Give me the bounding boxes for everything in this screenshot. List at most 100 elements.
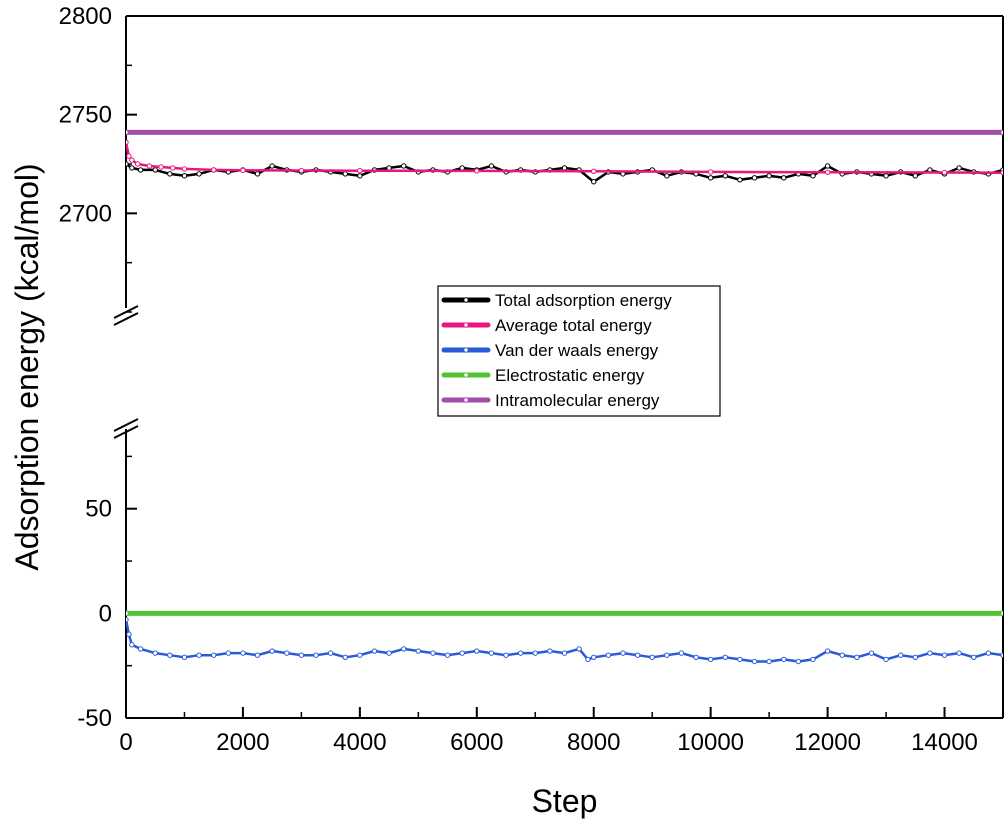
data-point-total-adsorption-energy [781, 175, 787, 181]
legend-label-intramolecular-energy: Intramolecular energy [495, 391, 660, 410]
axis-break-mark-1b [113, 312, 139, 326]
data-point-van-der-waals-energy [561, 650, 568, 656]
x-tick-label: 4000 [333, 729, 386, 756]
x-tick-label: 2000 [216, 729, 269, 756]
y-tick-label: -50 [77, 705, 112, 732]
data-point-van-der-waals-energy [839, 652, 845, 658]
data-point-total-adsorption-energy [137, 167, 144, 173]
data-point-van-der-waals-energy [897, 652, 904, 658]
y-tick-label: 2750 [59, 102, 112, 129]
data-point-van-der-waals-energy [152, 650, 158, 656]
data-point-van-der-waals-energy [327, 650, 334, 656]
data-point-van-der-waals-energy [649, 654, 655, 661]
data-point-total-adsorption-energy [561, 165, 568, 171]
data-point-van-der-waals-energy [126, 631, 132, 637]
x-tick-label: 8000 [567, 729, 620, 756]
data-point-total-adsorption-energy [386, 165, 392, 171]
data-point-electrostatic-energy [1000, 610, 1003, 617]
data-point-total-adsorption-energy [912, 173, 918, 179]
data-point-total-adsorption-energy [342, 171, 348, 177]
data-point-total-adsorption-energy [591, 179, 597, 185]
data-point-van-der-waals-energy [517, 650, 524, 656]
data-point-van-der-waals-energy [766, 658, 772, 665]
data-point-total-adsorption-energy [401, 163, 407, 169]
data-point-van-der-waals-energy [576, 646, 582, 652]
data-point-van-der-waals-energy [371, 648, 378, 654]
data-point-van-der-waals-energy [269, 648, 275, 654]
data-point-van-der-waals-energy [126, 616, 129, 623]
data-point-average-total-energy [941, 169, 948, 176]
data-point-van-der-waals-energy [941, 652, 948, 658]
data-point-van-der-waals-energy [781, 656, 787, 663]
data-point-van-der-waals-energy [240, 650, 246, 656]
data-point-van-der-waals-energy [605, 652, 612, 658]
data-point-total-adsorption-energy [766, 173, 772, 179]
data-point-van-der-waals-energy [532, 650, 538, 656]
data-point-average-total-energy [824, 169, 831, 175]
data-point-van-der-waals-energy [430, 650, 436, 656]
axis-break-mark-2 [113, 418, 139, 432]
y-tick-label: 2800 [59, 3, 112, 30]
x-tick-label: 10000 [677, 729, 744, 756]
data-point-van-der-waals-energy [854, 654, 860, 661]
data-point-total-adsorption-energy [751, 175, 758, 181]
data-point-van-der-waals-energy [1000, 652, 1003, 658]
data-point-van-der-waals-energy [751, 658, 758, 665]
data-point-van-der-waals-energy [591, 654, 597, 661]
y-tick-label: 50 [85, 496, 112, 523]
y-axis-title: Adsorption energy (kcal/mol) [9, 163, 45, 570]
data-point-van-der-waals-energy [985, 650, 992, 656]
data-point-average-total-energy [298, 167, 305, 174]
data-point-van-der-waals-energy [620, 650, 626, 656]
legend-marker-van-der-waals-energy [463, 347, 469, 353]
data-point-intramolecular-energy [126, 129, 129, 136]
legend-marker-electrostatic-energy [463, 372, 469, 378]
legend-marker-total-adsorption-energy [463, 297, 469, 303]
x-tick-label: 14000 [911, 729, 978, 756]
data-point-average-total-energy [707, 169, 714, 175]
data-point-total-adsorption-energy [810, 173, 816, 179]
legend-label-van-der-waals-energy: Van der waals energy [495, 341, 659, 360]
data-point-total-adsorption-energy [737, 177, 743, 183]
data-point-total-adsorption-energy [254, 171, 261, 177]
data-point-van-der-waals-energy [547, 648, 553, 654]
data-point-van-der-waals-energy [707, 656, 714, 663]
data-point-average-total-energy [474, 168, 480, 174]
data-point-van-der-waals-energy [342, 654, 348, 661]
data-point-total-adsorption-energy [459, 165, 465, 171]
data-point-van-der-waals-energy [137, 646, 144, 652]
data-point-van-der-waals-energy [585, 656, 591, 663]
data-point-average-total-energy [1000, 169, 1003, 176]
series-line-van-der-waals-energy [126, 619, 1003, 663]
x-tick-label: 6000 [450, 729, 503, 756]
data-point-van-der-waals-energy [824, 648, 831, 654]
data-point-average-total-energy [134, 161, 141, 167]
data-point-van-der-waals-energy [211, 652, 217, 658]
data-point-average-total-energy [357, 168, 363, 174]
data-point-van-der-waals-energy [401, 646, 407, 652]
data-point-total-adsorption-energy [357, 173, 363, 179]
data-point-van-der-waals-energy [167, 652, 173, 658]
data-point-total-adsorption-energy [824, 163, 831, 169]
data-point-van-der-waals-energy [664, 652, 670, 658]
y-tick-label: 2700 [59, 200, 112, 227]
data-point-average-total-energy [129, 157, 135, 163]
data-point-van-der-waals-energy [357, 652, 363, 658]
data-point-average-total-energy [170, 165, 176, 171]
data-point-van-der-waals-energy [474, 648, 480, 654]
data-point-van-der-waals-energy [927, 650, 933, 656]
data-point-van-der-waals-energy [722, 654, 728, 661]
data-point-average-total-energy [126, 139, 129, 145]
data-point-total-adsorption-energy [269, 163, 275, 169]
data-point-total-adsorption-energy [167, 171, 173, 177]
x-axis-title: Step [532, 783, 598, 819]
data-point-van-der-waals-energy [225, 650, 232, 656]
data-point-total-adsorption-energy [181, 173, 188, 179]
data-point-average-total-energy [158, 164, 164, 170]
data-point-total-adsorption-energy [129, 165, 135, 171]
data-point-van-der-waals-energy [284, 650, 290, 656]
data-point-van-der-waals-energy [313, 652, 319, 658]
data-point-van-der-waals-energy [971, 654, 977, 661]
x-tick-label: 0 [119, 729, 132, 756]
